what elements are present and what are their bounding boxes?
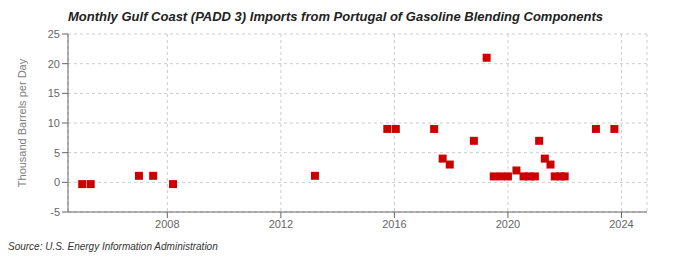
svg-text:Thousand Barrels per Day: Thousand Barrels per Day <box>16 58 28 187</box>
svg-text:2012: 2012 <box>269 218 293 230</box>
svg-text:15: 15 <box>48 87 60 99</box>
svg-text:-5: -5 <box>50 206 60 218</box>
svg-text:2016: 2016 <box>382 218 406 230</box>
svg-text:2020: 2020 <box>496 218 520 230</box>
html-text:Source: U.S. Energy Informatio: Source: U.S. Energy Information Administ… <box>8 241 218 252</box>
svg-text:20: 20 <box>48 58 60 70</box>
svg-text:0: 0 <box>54 176 60 188</box>
html-text:Monthly Gulf Coast (PADD 3) Im: Monthly Gulf Coast (PADD 3) Imports from… <box>68 9 603 24</box>
svg-text:25: 25 <box>48 28 60 40</box>
svg-text:2024: 2024 <box>609 218 633 230</box>
svg-text:5: 5 <box>54 147 60 159</box>
svg-text:2008: 2008 <box>155 218 179 230</box>
svg-text:10: 10 <box>48 117 60 129</box>
